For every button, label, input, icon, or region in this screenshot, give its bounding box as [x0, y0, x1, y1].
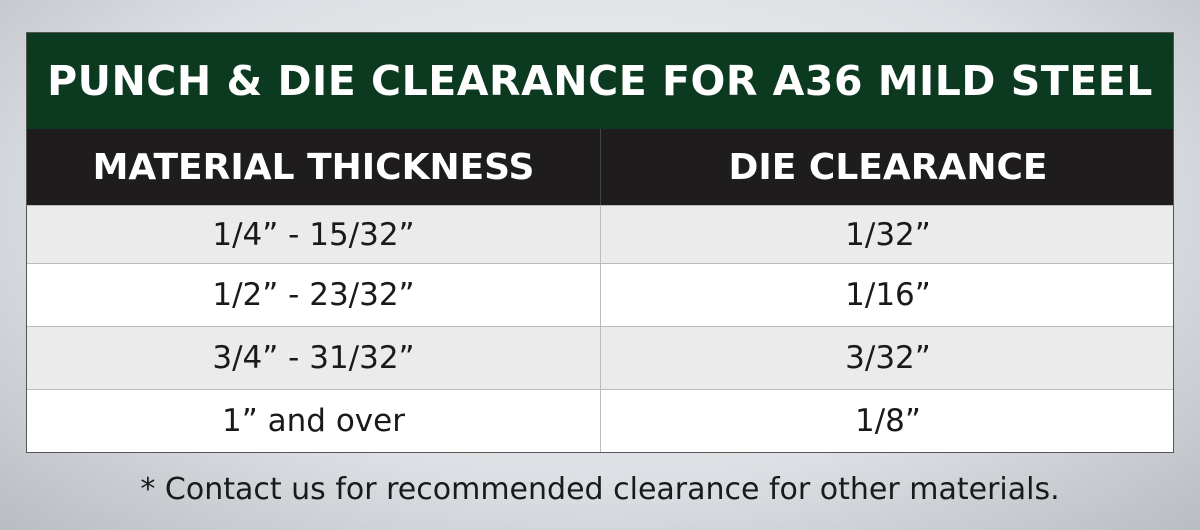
cell-clearance: 1/8” — [855, 403, 921, 439]
footnote: * Contact us for recommended clearance f… — [140, 472, 1060, 507]
cell-thickness: 3/4” - 31/32” — [27, 327, 601, 389]
table-row: 1/2” - 23/32” 1/16” — [27, 263, 1173, 326]
clearance-table: PUNCH & DIE CLEARANCE FOR A36 MILD STEEL… — [26, 32, 1174, 453]
cell-thickness: 1” and over — [27, 390, 601, 452]
cell-clearance: 3/32” — [845, 340, 931, 376]
cell-clearance: 1/32” — [845, 216, 931, 253]
table-row: 1/4” - 15/32” 1/32” — [27, 205, 1173, 263]
header-row: MATERIAL THICKNESS DIE CLEARANCE — [27, 129, 1173, 205]
header-die-clearance: DIE CLEARANCE — [728, 146, 1048, 188]
table-title: PUNCH & DIE CLEARANCE FOR A36 MILD STEEL — [27, 33, 1173, 129]
cell-clearance: 1/16” — [845, 277, 931, 313]
table-row: 3/4” - 31/32” 3/32” — [27, 326, 1173, 389]
header-material-thickness: MATERIAL THICKNESS — [27, 129, 601, 205]
cell-thickness: 1/4” - 15/32” — [27, 206, 601, 263]
table-row: 1” and over 1/8” — [27, 389, 1173, 452]
cell-thickness: 1/2” - 23/32” — [27, 264, 601, 326]
